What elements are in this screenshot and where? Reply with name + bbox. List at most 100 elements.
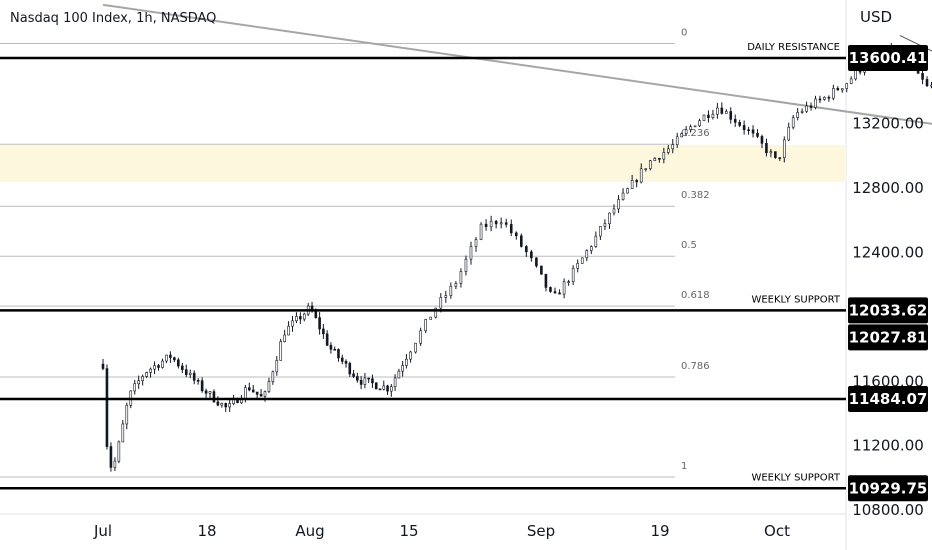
price-badge-label: 11484.07 — [849, 390, 928, 408]
fib-label: 0.786 — [681, 361, 710, 372]
candle-body — [599, 226, 602, 237]
candle-body — [594, 235, 598, 247]
candle-body — [299, 316, 302, 320]
candle-body — [352, 373, 355, 377]
candle-body — [571, 267, 575, 283]
candle-body — [390, 386, 393, 392]
candle-body — [444, 295, 448, 298]
candle-body — [854, 70, 857, 80]
time-tick-label: 15 — [399, 522, 418, 540]
candle-body — [658, 158, 661, 160]
candle-body — [666, 148, 670, 153]
candle-body — [662, 152, 666, 160]
candle-body — [283, 334, 286, 342]
candle-body — [212, 391, 216, 403]
candle-body — [742, 125, 746, 131]
candle-body — [626, 188, 629, 194]
candle-body — [702, 114, 706, 122]
candle-body — [279, 341, 283, 361]
candle-body — [145, 372, 148, 377]
candle-body — [371, 378, 374, 384]
candle-body — [603, 223, 607, 227]
candle-body — [177, 359, 180, 367]
candle-body — [228, 403, 231, 408]
price-tick-label: 12800.00 — [852, 179, 924, 197]
candle-body — [141, 376, 144, 381]
candle-body — [520, 235, 523, 247]
candle-body — [378, 388, 382, 391]
level-label: DAILY RESISTANCE — [747, 42, 840, 53]
candle-body — [125, 404, 129, 425]
candle-body — [259, 393, 263, 397]
candle-body — [724, 111, 728, 114]
price-badge-label: 12027.81 — [849, 328, 928, 346]
candle-body — [553, 291, 557, 294]
candle-body — [769, 151, 773, 154]
candle-body — [612, 208, 616, 214]
candle-body — [809, 105, 813, 108]
candle-body — [333, 348, 337, 351]
candle-body — [287, 325, 290, 336]
candle-body — [454, 283, 458, 287]
candle-body — [200, 380, 204, 392]
candle-body — [401, 365, 404, 372]
candle-body — [760, 136, 764, 144]
candle-body — [840, 88, 844, 91]
candle-body — [680, 133, 683, 138]
candle-body — [169, 354, 172, 358]
candle-body — [509, 224, 513, 234]
candle-body — [439, 297, 443, 309]
candle-body — [765, 143, 768, 154]
candle-body — [751, 129, 755, 134]
trendline[interactable] — [102, 3, 932, 258]
candle-body — [295, 316, 298, 322]
candle-body — [157, 365, 160, 368]
price-badge — [848, 385, 928, 412]
candle-body — [845, 83, 849, 89]
candle-body — [716, 107, 719, 115]
candle-body — [544, 273, 548, 288]
candle-body — [484, 223, 488, 228]
candle-body — [348, 363, 352, 375]
candle-body — [459, 271, 463, 284]
candle-body — [105, 368, 109, 447]
candle-body — [558, 292, 561, 295]
price-tick-label: 12400.00 — [852, 243, 924, 261]
candle-body — [639, 168, 643, 183]
candle-body — [580, 257, 584, 264]
candle-body — [224, 403, 228, 408]
candle-body — [153, 365, 156, 370]
price-badge — [848, 475, 928, 502]
candle-body — [608, 212, 611, 225]
candle-body — [374, 382, 378, 390]
candle-body — [434, 307, 438, 318]
candle-body — [689, 126, 692, 131]
price-badges: 13600.41 12033.62 11484.07 10929.75 12027.81 — [848, 44, 928, 502]
candle-body — [720, 107, 724, 114]
level-label: WEEKLY SUPPORT — [751, 294, 840, 305]
candle-body — [479, 223, 483, 240]
candle-body — [474, 239, 478, 247]
time-tick-label: Aug — [295, 522, 324, 540]
candle-body — [514, 232, 518, 237]
time-axis[interactable]: Jul 18 Aug 15 Sep 19 Oct — [93, 522, 790, 540]
candle-body — [774, 151, 777, 158]
time-tick-label: Oct — [764, 522, 790, 540]
candle-body — [344, 361, 348, 364]
candle-body — [778, 157, 782, 159]
candlestick-series — [101, 43, 932, 472]
candle-body — [567, 281, 570, 284]
candle-body — [419, 330, 422, 344]
candle-body — [291, 320, 294, 327]
candle-body — [220, 403, 224, 406]
time-tick-label: 19 — [650, 522, 669, 540]
candle-body — [707, 114, 710, 118]
price-axis[interactable]: 13200.00 12800.00 12400.00 11600.00 11200.00… — [852, 114, 924, 519]
candle-body — [173, 357, 176, 361]
candle-body — [562, 281, 566, 295]
candle-body — [109, 446, 113, 468]
time-tick-label: Jul — [93, 522, 112, 540]
horizontal-levels: DAILY RESISTANCE WEEKLY SUPPORT WEEKLY SUP… — [0, 42, 846, 490]
candle-body — [188, 372, 192, 375]
